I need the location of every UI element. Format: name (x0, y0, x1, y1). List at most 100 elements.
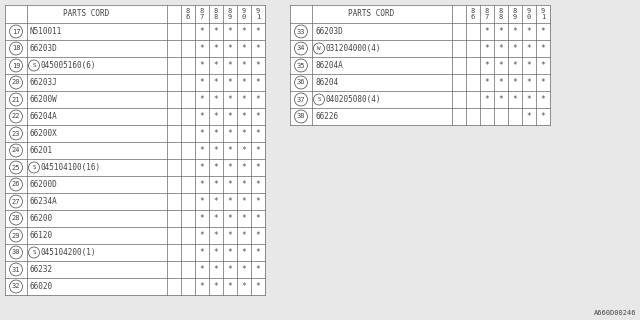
Text: *: * (499, 95, 503, 104)
Text: A660D00246: A660D00246 (593, 310, 636, 316)
Text: 66200D: 66200D (30, 180, 58, 189)
Text: 66020: 66020 (30, 282, 53, 291)
Text: *: * (541, 27, 545, 36)
Text: *: * (541, 95, 545, 104)
Text: *: * (214, 231, 218, 240)
Text: *: * (214, 112, 218, 121)
Bar (290, 5, 550, 125)
Text: 32: 32 (12, 284, 20, 290)
Text: *: * (214, 78, 218, 87)
Text: *: * (242, 214, 246, 223)
Text: *: * (200, 95, 204, 104)
Text: 19: 19 (12, 62, 20, 68)
Text: *: * (214, 180, 218, 189)
Text: *: * (527, 27, 531, 36)
Text: *: * (200, 163, 204, 172)
Text: *: * (242, 282, 246, 291)
Text: 8
6: 8 6 (186, 8, 190, 20)
Text: *: * (214, 44, 218, 53)
Text: *: * (214, 61, 218, 70)
Text: 22: 22 (12, 114, 20, 119)
Text: 66204A: 66204A (30, 112, 58, 121)
Text: *: * (228, 61, 232, 70)
Text: 040205080(4): 040205080(4) (326, 95, 381, 104)
Text: 86204A: 86204A (315, 61, 343, 70)
Text: 31: 31 (12, 267, 20, 273)
Text: *: * (214, 197, 218, 206)
Text: *: * (214, 27, 218, 36)
Text: *: * (256, 129, 260, 138)
Text: *: * (256, 44, 260, 53)
Text: *: * (513, 44, 517, 53)
Text: *: * (200, 61, 204, 70)
Text: 34: 34 (297, 45, 305, 52)
Text: *: * (256, 248, 260, 257)
Text: *: * (228, 197, 232, 206)
Text: *: * (541, 61, 545, 70)
Text: *: * (200, 231, 204, 240)
Text: *: * (228, 282, 232, 291)
Text: 9
1: 9 1 (256, 8, 260, 20)
Text: *: * (214, 146, 218, 155)
Text: S: S (317, 97, 321, 102)
Text: *: * (513, 95, 517, 104)
Text: 29: 29 (12, 233, 20, 238)
Text: *: * (527, 112, 531, 121)
Text: *: * (214, 163, 218, 172)
Text: 20: 20 (12, 79, 20, 85)
Text: *: * (200, 282, 204, 291)
Text: 66203J: 66203J (30, 78, 58, 87)
Text: *: * (256, 112, 260, 121)
Text: 9
0: 9 0 (242, 8, 246, 20)
Text: *: * (256, 95, 260, 104)
Text: *: * (242, 129, 246, 138)
Text: 27: 27 (12, 198, 20, 204)
Text: *: * (228, 163, 232, 172)
Text: 8
9: 8 9 (228, 8, 232, 20)
Text: *: * (256, 78, 260, 87)
Text: *: * (200, 112, 204, 121)
Text: *: * (214, 214, 218, 223)
Text: *: * (228, 78, 232, 87)
Text: *: * (242, 95, 246, 104)
Text: 8
9: 8 9 (513, 8, 517, 20)
Text: S: S (32, 63, 36, 68)
Text: *: * (214, 95, 218, 104)
Text: *: * (484, 27, 490, 36)
Text: *: * (228, 129, 232, 138)
Text: *: * (242, 265, 246, 274)
Text: *: * (200, 129, 204, 138)
Text: *: * (200, 146, 204, 155)
Text: 045005160(6): 045005160(6) (40, 61, 96, 70)
Text: *: * (256, 197, 260, 206)
Text: *: * (228, 146, 232, 155)
Text: 66232: 66232 (30, 265, 53, 274)
Bar (5, 5, 265, 295)
Text: 18: 18 (12, 45, 20, 52)
Text: 66226: 66226 (315, 112, 338, 121)
Text: *: * (527, 61, 531, 70)
Text: *: * (484, 61, 490, 70)
Text: S: S (32, 250, 36, 255)
Text: *: * (499, 27, 503, 36)
Text: *: * (484, 44, 490, 53)
Text: *: * (200, 248, 204, 257)
Text: *: * (200, 214, 204, 223)
Text: *: * (513, 78, 517, 87)
Text: *: * (513, 61, 517, 70)
Text: *: * (200, 180, 204, 189)
Text: *: * (200, 44, 204, 53)
Text: 66200X: 66200X (30, 129, 58, 138)
Text: *: * (200, 27, 204, 36)
Text: *: * (242, 44, 246, 53)
Text: *: * (242, 78, 246, 87)
Text: *: * (527, 44, 531, 53)
Text: W: W (317, 46, 321, 51)
Text: *: * (527, 78, 531, 87)
Text: 9
1: 9 1 (541, 8, 545, 20)
Text: *: * (242, 248, 246, 257)
Text: *: * (200, 78, 204, 87)
Text: 30: 30 (12, 250, 20, 255)
Text: *: * (242, 27, 246, 36)
Text: *: * (256, 282, 260, 291)
